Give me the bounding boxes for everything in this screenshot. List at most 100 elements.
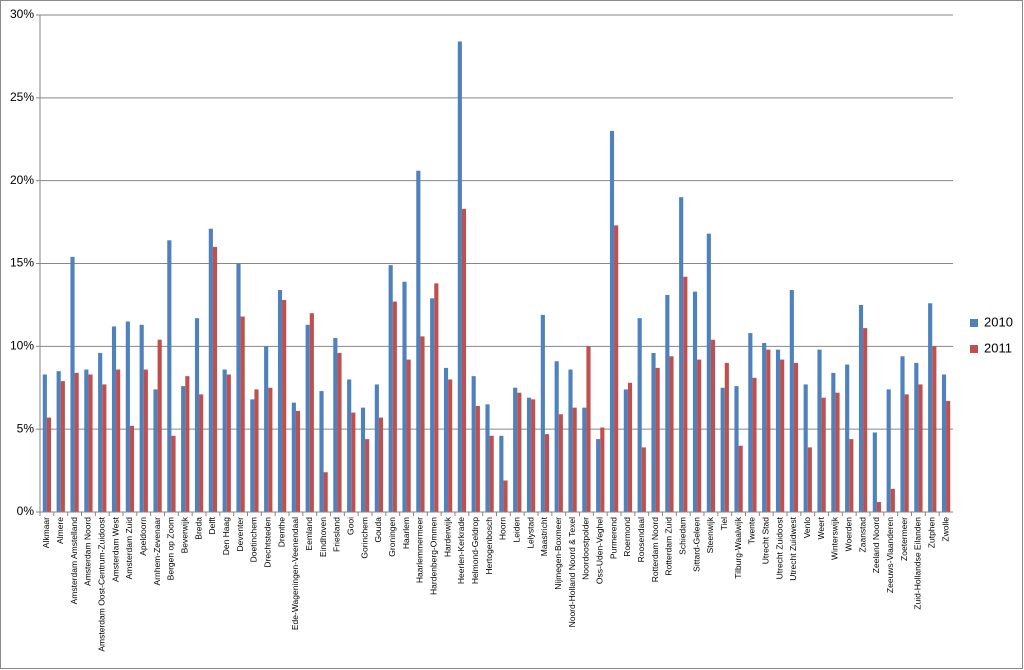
bar (240, 316, 245, 512)
bar (333, 338, 338, 512)
bar (347, 379, 352, 512)
bar (88, 374, 93, 512)
bar (374, 384, 379, 512)
bar (914, 362, 919, 512)
bar (305, 324, 310, 512)
bar (222, 369, 227, 512)
bar (153, 389, 158, 512)
bar (388, 265, 393, 512)
x-tick-label: Almere (55, 517, 65, 544)
bar (171, 435, 176, 512)
bar (461, 208, 467, 512)
bar (762, 343, 767, 512)
x-tick-label: Utrecht Zuidoost (774, 516, 784, 579)
bar (544, 434, 550, 512)
bar (720, 387, 725, 512)
bar (600, 427, 605, 512)
bar (928, 303, 933, 512)
x-tick-label: Utrecht Stad (761, 517, 771, 565)
bar (416, 170, 421, 512)
bar (872, 432, 877, 512)
bar (665, 294, 670, 512)
x-tick-label: Ede-Wageningen-Veenendaal (290, 517, 300, 630)
bar (789, 290, 794, 512)
bar (185, 376, 190, 512)
bar (845, 364, 850, 512)
x-tick-label: Rotterdam Noord (650, 517, 660, 582)
x-tick-label: Arnhem-Zevenaar (152, 517, 162, 586)
bar (651, 352, 656, 512)
x-tick-label: Maastricht (539, 516, 549, 556)
bar (406, 359, 411, 512)
x-tick-label: Amsterdam Amstelland (69, 517, 79, 605)
bar (264, 346, 269, 512)
x-tick-label: Amsterdam Noord (83, 517, 93, 586)
bar (710, 339, 716, 512)
bar (116, 369, 121, 512)
bar (143, 369, 148, 512)
bar (641, 447, 646, 512)
bar (277, 290, 283, 512)
x-tick-label: Gorinchem (359, 517, 369, 559)
x-tick-label: Noordoostpolder (581, 517, 591, 580)
bar (111, 326, 117, 512)
x-tick-label: Helmond-Geldrop (470, 517, 480, 584)
bar (457, 41, 462, 513)
legend-label: 2010 (984, 314, 1013, 329)
x-tick-label: Hardenberg-Ommen (429, 517, 439, 595)
x-tick-label: Zoetermeer (899, 517, 909, 561)
bar (365, 439, 370, 512)
x-tick-label: Sittard-Geleen (691, 517, 701, 572)
bar (102, 384, 107, 512)
x-tick-label: Bergen op Zoom (166, 517, 176, 580)
bar (821, 397, 826, 512)
bar (351, 412, 356, 512)
bar (876, 502, 882, 512)
x-tick-label: Heerlen-Kerkrade (456, 517, 466, 584)
x-tick-label: Zuid-Hollandse Eilanden (913, 517, 923, 610)
bar (226, 374, 231, 512)
x-tick-label: Roermond (622, 517, 632, 557)
bar (98, 352, 103, 512)
x-tick-label: Hertogenbosch (484, 517, 494, 575)
bar (208, 228, 213, 512)
bar (609, 130, 615, 512)
bar (724, 362, 729, 512)
bar (337, 352, 342, 512)
bar (129, 425, 135, 512)
bar (46, 417, 52, 512)
y-tick-label: 10% (10, 339, 34, 353)
bar (420, 336, 425, 512)
bar (526, 397, 532, 512)
x-tick-label: Gouda (373, 517, 383, 543)
bar (540, 314, 545, 512)
bar (775, 349, 781, 512)
bar (637, 318, 642, 512)
x-tick-label: Noord-Holland Noord & Texel (567, 517, 577, 628)
bar (430, 298, 435, 512)
x-tick-label: Groningen (387, 517, 397, 557)
x-tick-label: Zeeuws-Vlaanderen (885, 517, 895, 593)
legend-label: 2011 (984, 340, 1012, 355)
x-tick-label: Amsterdam West (110, 516, 120, 582)
bar (378, 417, 384, 512)
bar (697, 359, 702, 512)
y-tick-label: 15% (10, 256, 34, 270)
bar (167, 240, 172, 512)
bar (212, 246, 218, 512)
bar (499, 435, 504, 512)
x-tick-label: Tilburg-Waalwijk (733, 516, 743, 578)
bar (596, 439, 601, 512)
bar (194, 318, 200, 512)
bar (807, 447, 812, 512)
bar (236, 263, 241, 512)
bar (683, 276, 688, 512)
bar (858, 304, 864, 512)
bar (932, 346, 937, 512)
x-tick-label: Schiedam (678, 517, 688, 555)
bar (803, 384, 808, 512)
x-tick-label: Friesland (332, 517, 342, 552)
bar (295, 410, 301, 512)
x-tick-label: Utrecht Zuidwest (788, 516, 798, 580)
x-tick-label: Twente (747, 517, 757, 545)
